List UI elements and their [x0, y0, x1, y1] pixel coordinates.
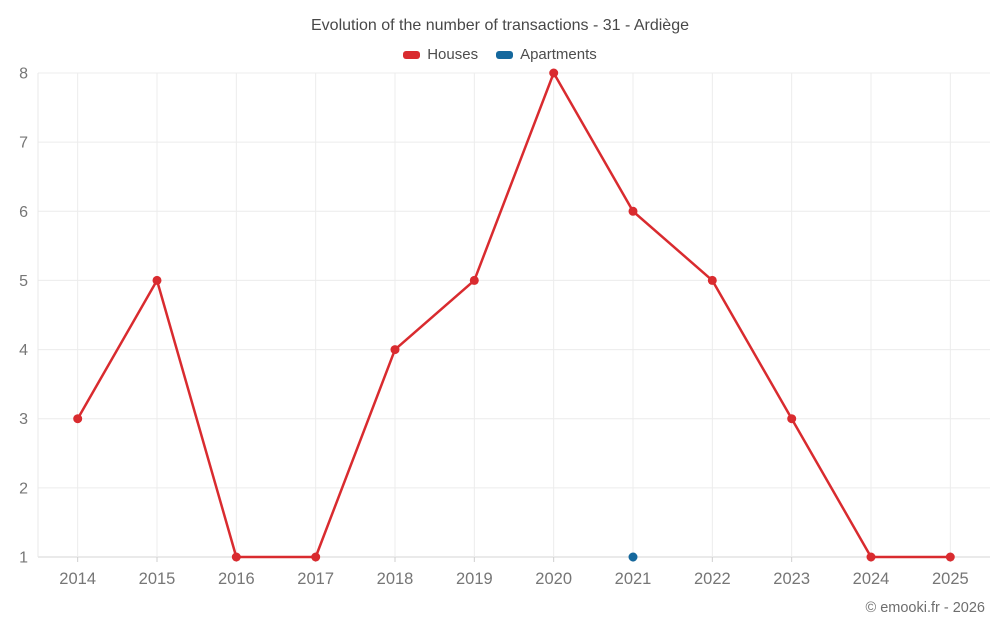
y-axis-tick-label: 7 — [19, 135, 28, 152]
y-axis-tick-label: 1 — [19, 550, 28, 567]
x-axis-tick-label: 2018 — [377, 570, 414, 588]
x-axis-tick-label: 2021 — [615, 570, 652, 588]
houses-data-point — [311, 552, 321, 562]
houses-data-point — [469, 275, 479, 285]
houses-data-point — [787, 414, 797, 424]
houses-data-point — [866, 552, 876, 562]
x-axis-tick-label: 2016 — [218, 570, 255, 588]
houses-data-point — [549, 68, 559, 78]
houses-data-point — [945, 552, 955, 562]
chart-title: Evolution of the number of transactions … — [311, 17, 689, 34]
legend-item-houses[interactable]: Houses — [403, 46, 478, 63]
houses-data-point — [231, 552, 241, 562]
apartments-series — [628, 552, 638, 562]
houses-legend-swatch — [403, 50, 421, 59]
houses-data-point — [152, 275, 162, 285]
chart-legend: Houses Apartments — [0, 46, 1000, 63]
x-axis-tick-label: 2022 — [694, 570, 731, 588]
x-axis-tick-label: 2020 — [535, 570, 572, 588]
x-axis-tick-label: 2015 — [139, 570, 176, 588]
x-axis-tick-label: 2017 — [297, 570, 334, 588]
y-axis-tick-label: 2 — [19, 480, 28, 497]
y-axis: 1 2 3 4 5 6 7 8 — [19, 66, 28, 567]
y-axis-tick-label: 3 — [19, 411, 28, 428]
x-axis-tick-label: 2023 — [773, 570, 810, 588]
x-axis-tick-label: 2024 — [853, 570, 890, 588]
legend-item-apartments[interactable]: Apartments — [496, 46, 597, 63]
x-axis-tick-label: 2025 — [932, 570, 969, 588]
y-axis-tick-label: 5 — [19, 273, 28, 290]
houses-data-point — [707, 275, 717, 285]
apartments-data-point — [628, 552, 638, 562]
y-axis-tick-label: 6 — [19, 204, 28, 221]
gridlines — [37, 72, 990, 558]
x-axis: 2014 2015 2016 2017 2018 2019 2020 2021 2022 2023… — [59, 557, 969, 588]
x-axis-tick-label: 2014 — [59, 570, 96, 588]
copyright-text: © emooki.fr - 2026 — [865, 600, 985, 616]
houses-data-point — [628, 206, 638, 216]
x-axis-tick-label: 2019 — [456, 570, 493, 588]
apartments-legend-label: Apartments — [520, 46, 597, 63]
houses-legend-label: Houses — [427, 46, 479, 63]
y-axis-tick-label: 4 — [19, 342, 28, 359]
y-axis-tick-label: 8 — [19, 66, 28, 83]
apartments-legend-swatch — [496, 50, 514, 59]
houses-series — [73, 68, 955, 562]
houses-data-point — [390, 345, 400, 355]
houses-data-point — [73, 414, 83, 424]
